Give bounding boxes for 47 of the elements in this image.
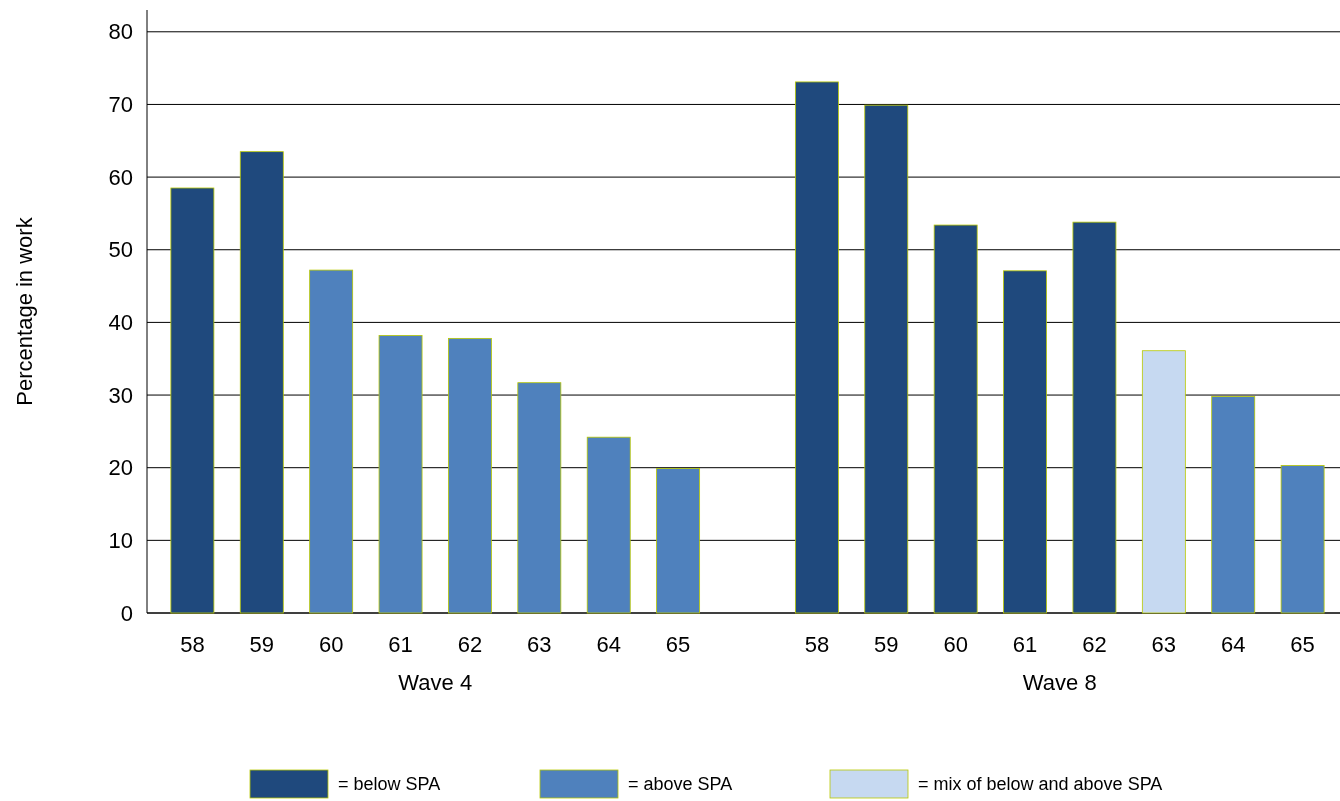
x-tick-label: 61 [1012, 632, 1038, 657]
bar [239, 151, 284, 614]
y-tick-label: 30 [108, 382, 133, 408]
bar [656, 468, 701, 614]
bar [586, 436, 631, 614]
x-tick-label: 59 [874, 632, 899, 657]
text: Wave 8 [1022, 670, 1097, 695]
x-tick-label: 59 [249, 632, 275, 657]
x-tick-label: 64 [596, 632, 621, 657]
x-tick-label: 58 [180, 632, 205, 657]
x-tick-label: 61 [388, 632, 413, 657]
bar [864, 104, 909, 614]
x-tick-label: 60 [318, 632, 344, 657]
x-tick-label: 63 [1151, 632, 1177, 657]
legend-label: = below SPA [338, 774, 441, 795]
bar [1211, 396, 1256, 614]
bar [1072, 221, 1117, 614]
y-tick-label: 60 [108, 164, 133, 190]
y-axis-title: Percentage in work [12, 216, 37, 406]
x-tick-label: 64 [1220, 632, 1246, 657]
bar [1280, 465, 1325, 614]
x-tick-label: 62 [457, 632, 483, 657]
bar [448, 337, 492, 614]
x-tick-label: 65 [1290, 632, 1315, 657]
bar [378, 335, 423, 614]
y-tick-label: 10 [108, 528, 133, 554]
bar [170, 187, 215, 614]
legend-label: = mix of below and above SPA [918, 774, 1163, 795]
bar [794, 81, 839, 614]
y-tick-label: 0 [120, 600, 133, 626]
bar [1141, 350, 1186, 614]
y-tick-label: 50 [108, 237, 133, 263]
text: Wave 4 [398, 670, 473, 695]
y-tick-label: 70 [108, 92, 133, 118]
y-tick-label: 40 [108, 310, 133, 336]
x-tick-label: 62 [1082, 632, 1107, 657]
x-tick-label: 60 [943, 632, 968, 657]
x-tick-label: 58 [804, 632, 830, 657]
bar [1003, 270, 1047, 614]
x-tick-label: 65 [665, 632, 691, 657]
y-tick-label: 20 [108, 455, 133, 481]
bar [933, 224, 978, 614]
legend-label: = above SPA [628, 774, 733, 795]
bar [517, 382, 562, 614]
bar [309, 269, 354, 614]
y-tick-label: 80 [108, 19, 133, 45]
x-tick-label: 63 [527, 632, 552, 657]
